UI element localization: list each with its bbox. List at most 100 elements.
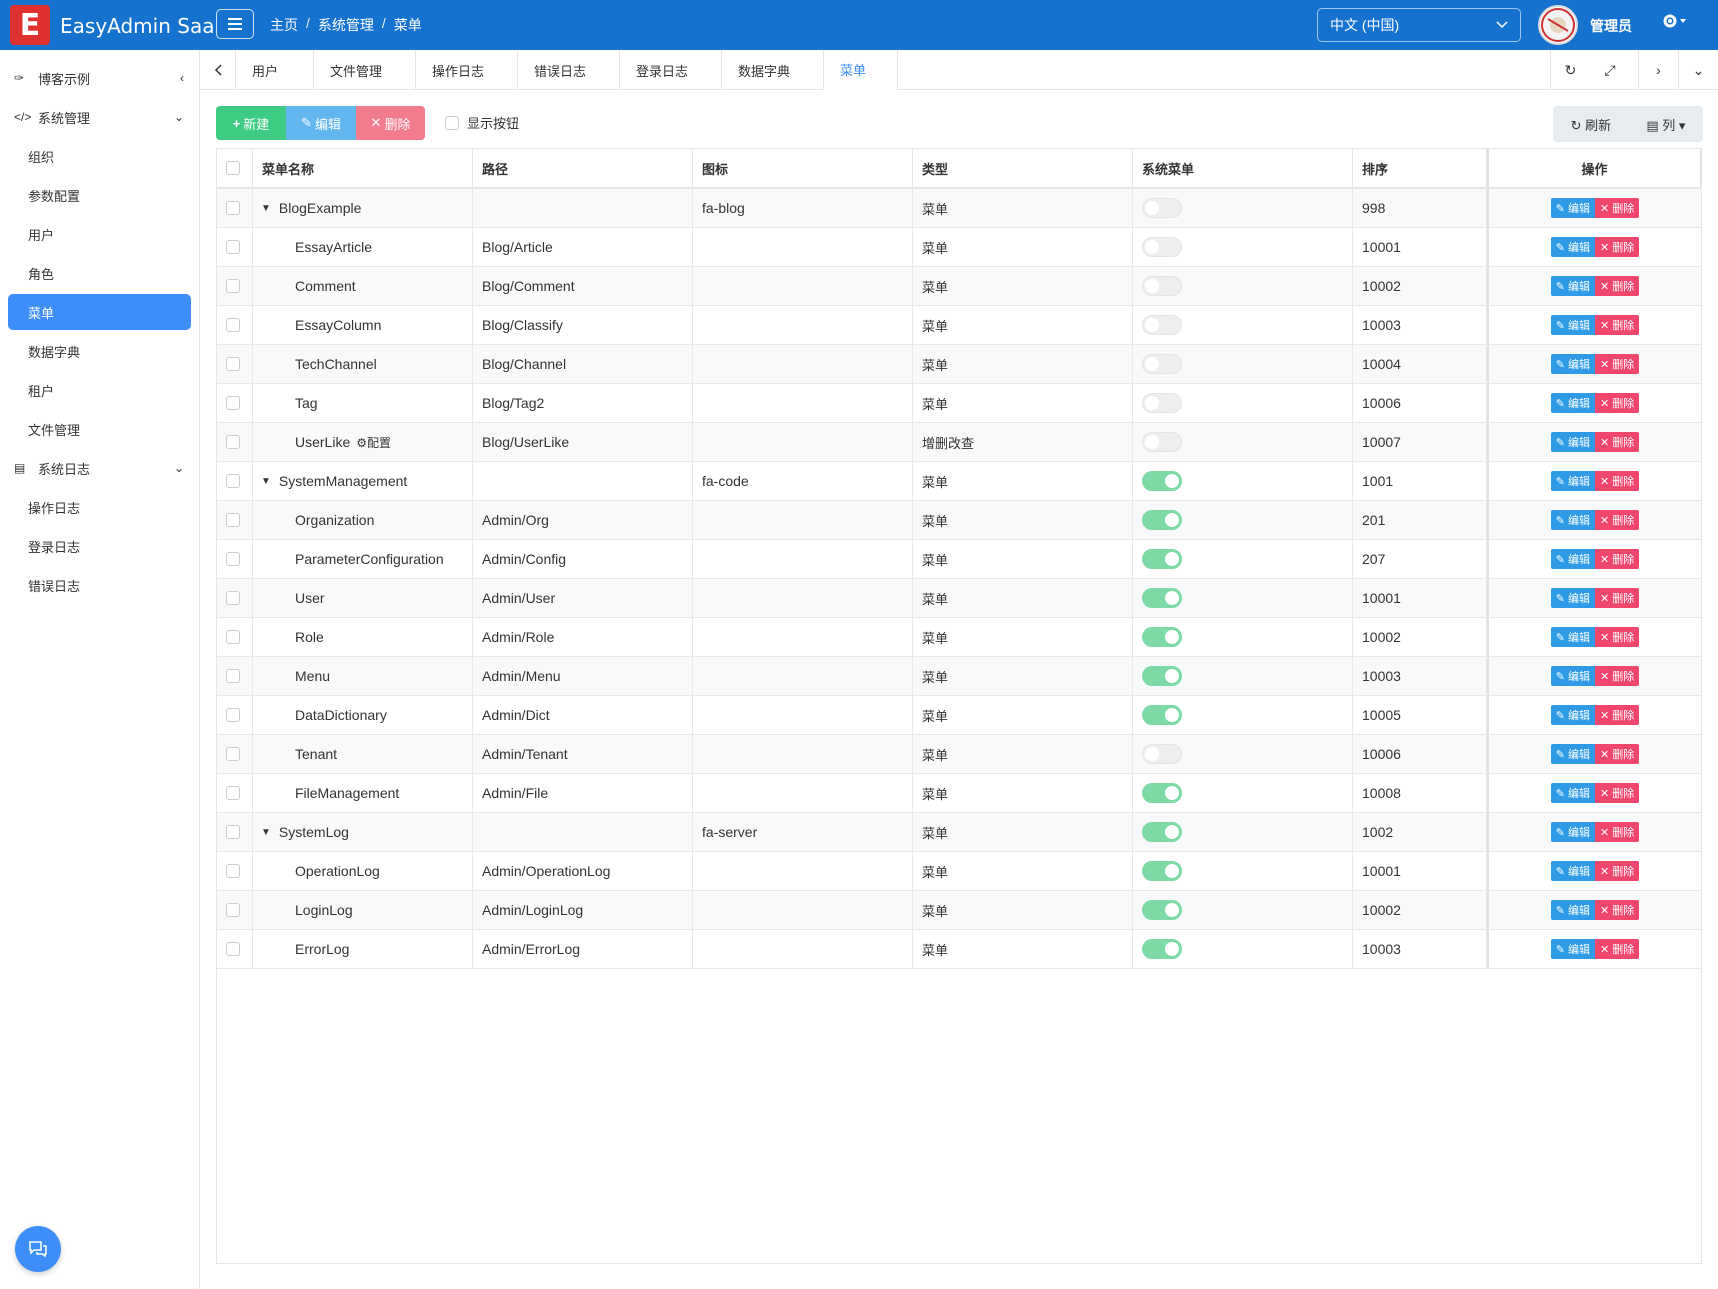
row-edit-button[interactable]: ✎ 编辑 <box>1550 900 1595 920</box>
row-checkbox[interactable] <box>217 579 253 617</box>
row-checkbox[interactable] <box>217 384 253 422</box>
columns-button[interactable]: ▤ 列 ▾ <box>1646 117 1686 133</box>
row-delete-button[interactable]: ✕ 删除 <box>1595 549 1640 569</box>
row-delete-button[interactable]: ✕ 删除 <box>1595 510 1640 530</box>
row-checkbox[interactable] <box>217 618 253 656</box>
chevron-right-icon[interactable]: › <box>1638 50 1678 90</box>
row-delete-button[interactable]: ✕ 删除 <box>1595 627 1640 647</box>
tab-errorlog[interactable]: 错误日志 <box>518 50 620 90</box>
row-delete-button[interactable]: ✕ 删除 <box>1595 276 1640 296</box>
table-row[interactable]: EssayColumn Blog/Classify 菜单 10003 ✎ 编辑 ✕ 删除 <box>217 306 1701 345</box>
row-delete-button[interactable]: ✕ 删除 <box>1595 783 1640 803</box>
user-name[interactable]: 管理员 <box>1590 18 1632 34</box>
tab-user[interactable]: 用户 <box>236 50 314 90</box>
chat-button[interactable] <box>15 1226 61 1272</box>
system-menu-toggle[interactable] <box>1142 198 1182 218</box>
col-icon[interactable]: 图标 <box>693 149 913 187</box>
row-checkbox[interactable] <box>217 501 253 539</box>
table-row[interactable]: ErrorLog Admin/ErrorLog 菜单 10003 ✎ 编辑 ✕ 删除 <box>217 930 1701 969</box>
row-checkbox[interactable] <box>217 267 253 305</box>
row-delete-button[interactable]: ✕ 删除 <box>1595 705 1640 725</box>
system-menu-toggle[interactable] <box>1142 354 1182 374</box>
row-checkbox[interactable] <box>217 540 253 578</box>
row-checkbox[interactable] <box>217 891 253 929</box>
system-menu-toggle[interactable] <box>1142 705 1182 725</box>
col-system[interactable]: 系统菜单 <box>1133 149 1353 187</box>
sidebar-item-loginlog[interactable]: 登录日志 <box>28 539 81 555</box>
row-checkbox[interactable] <box>217 345 253 383</box>
row-edit-button[interactable]: ✎ 编辑 <box>1550 510 1595 530</box>
system-menu-toggle[interactable] <box>1142 588 1182 608</box>
row-checkbox[interactable] <box>217 228 253 266</box>
system-menu-toggle[interactable] <box>1142 432 1182 452</box>
row-delete-button[interactable]: ✕ 删除 <box>1595 354 1640 374</box>
sidebar-item-tenant[interactable]: 租户 <box>28 383 55 399</box>
edit-button[interactable]: ✎ 编辑 <box>286 106 356 140</box>
table-row[interactable]: ▼ SystemLog fa-server 菜单 1002 ✎ 编辑 ✕ 删除 <box>217 813 1701 852</box>
row-edit-button[interactable]: ✎ 编辑 <box>1550 549 1595 569</box>
row-delete-button[interactable]: ✕ 删除 <box>1595 900 1640 920</box>
system-menu-toggle[interactable] <box>1142 666 1182 686</box>
row-checkbox[interactable] <box>217 774 253 812</box>
table-row[interactable]: Organization Admin/Org 菜单 201 ✎ 编辑 ✕ 删除 <box>217 501 1701 540</box>
system-menu-toggle[interactable] <box>1142 315 1182 335</box>
table-row[interactable]: TechChannel Blog/Channel 菜单 10004 ✎ 编辑 ✕ 删除 <box>217 345 1701 384</box>
row-edit-button[interactable]: ✎ 编辑 <box>1550 627 1595 647</box>
sidebar-item-menu[interactable]: 菜单 <box>8 294 191 330</box>
row-delete-button[interactable]: ✕ 删除 <box>1595 237 1640 257</box>
row-edit-button[interactable]: ✎ 编辑 <box>1550 783 1595 803</box>
caret-down-icon[interactable]: ▼ <box>261 202 271 214</box>
breadcrumb-home[interactable]: 主页 <box>270 17 298 33</box>
system-menu-toggle[interactable] <box>1142 393 1182 413</box>
sidebar-item-org[interactable]: 组织 <box>28 149 55 165</box>
table-row[interactable]: Menu Admin/Menu 菜单 10003 ✎ 编辑 ✕ 删除 <box>217 657 1701 696</box>
row-edit-button[interactable]: ✎ 编辑 <box>1550 705 1595 725</box>
row-edit-button[interactable]: ✎ 编辑 <box>1550 471 1595 491</box>
chevron-down-icon[interactable]: ⌄ <box>1678 50 1718 90</box>
table-row[interactable]: UserLike ⚙配置 Blog/UserLike 增删改查 10007 ✎ 编辑 ✕ 删… <box>217 423 1701 462</box>
tab-loginlog[interactable]: 登录日志 <box>620 50 722 90</box>
table-row[interactable]: Comment Blog/Comment 菜单 10002 ✎ 编辑 ✕ 删除 <box>217 267 1701 306</box>
row-delete-button[interactable]: ✕ 删除 <box>1595 471 1640 491</box>
system-menu-toggle[interactable] <box>1142 549 1182 569</box>
gear-icon[interactable] <box>1662 12 1688 35</box>
row-checkbox[interactable] <box>217 423 253 461</box>
table-row[interactable]: ParameterConfiguration Admin/Config 菜单 207 ✎… <box>217 540 1701 579</box>
tab-files[interactable]: 文件管理 <box>314 50 416 90</box>
table-row[interactable]: ▼ SystemManagement fa-code 菜单 1001 ✎ 编辑 ✕ 删除 <box>217 462 1701 501</box>
system-menu-toggle[interactable] <box>1142 237 1182 257</box>
avatar[interactable] <box>1538 5 1578 45</box>
language-select[interactable]: 中文 (中国) <box>1317 8 1521 42</box>
row-edit-button[interactable]: ✎ 编辑 <box>1550 822 1595 842</box>
col-path[interactable]: 路径 <box>473 149 693 187</box>
col-type[interactable]: 类型 <box>913 149 1133 187</box>
system-menu-toggle[interactable] <box>1142 822 1182 842</box>
fullscreen-icon[interactable]: ⤢ <box>1604 61 1616 78</box>
refresh-tab-icon[interactable]: ↻ <box>1550 50 1590 90</box>
menu-toggle-button[interactable] <box>216 9 254 39</box>
sidebar-item-errorlog[interactable]: 错误日志 <box>28 578 81 594</box>
sidebar-group-system[interactable]: </> 系统管理 ⌄ <box>14 110 184 126</box>
tab-dict[interactable]: 数据字典 <box>722 50 824 90</box>
row-checkbox[interactable] <box>217 306 253 344</box>
row-delete-button[interactable]: ✕ 删除 <box>1595 744 1640 764</box>
tab-oplog[interactable]: 操作日志 <box>416 50 518 90</box>
row-delete-button[interactable]: ✕ 删除 <box>1595 315 1640 335</box>
row-checkbox[interactable] <box>217 930 253 968</box>
row-edit-button[interactable]: ✎ 编辑 <box>1550 744 1595 764</box>
table-row[interactable]: OperationLog Admin/OperationLog 菜单 10001 ✎ 编… <box>217 852 1701 891</box>
row-edit-button[interactable]: ✎ 编辑 <box>1550 315 1595 335</box>
system-menu-toggle[interactable] <box>1142 627 1182 647</box>
row-checkbox[interactable] <box>217 657 253 695</box>
sidebar-item-config[interactable]: 参数配置 <box>28 188 81 204</box>
table-row[interactable]: Role Admin/Role 菜单 10002 ✎ 编辑 ✕ 删除 <box>217 618 1701 657</box>
tab-menu[interactable]: 菜单 <box>824 50 898 90</box>
col-sort[interactable]: 排序 <box>1353 149 1487 187</box>
row-edit-button[interactable]: ✎ 编辑 <box>1550 393 1595 413</box>
row-delete-button[interactable]: ✕ 删除 <box>1595 588 1640 608</box>
row-edit-button[interactable]: ✎ 编辑 <box>1550 666 1595 686</box>
tab-scroll-left[interactable] <box>200 50 236 90</box>
col-name[interactable]: 菜单名称 <box>253 149 473 187</box>
caret-down-icon[interactable]: ▼ <box>261 475 271 487</box>
new-button[interactable]: + 新建 <box>216 106 286 140</box>
